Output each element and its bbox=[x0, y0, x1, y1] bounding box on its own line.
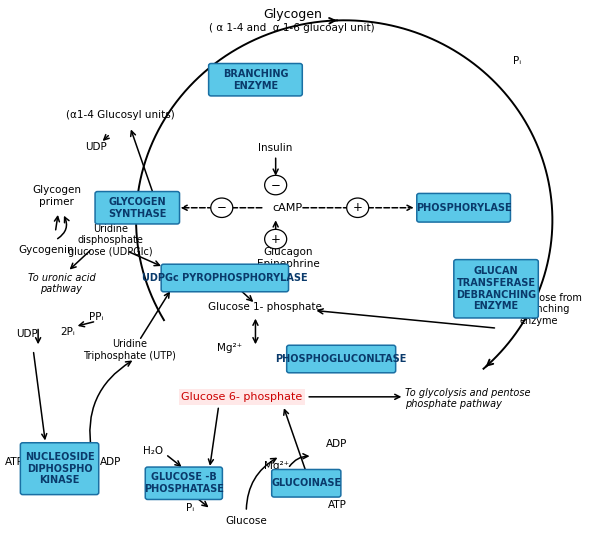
Text: ATP: ATP bbox=[6, 457, 25, 466]
Text: Pᵢ: Pᵢ bbox=[186, 503, 194, 513]
FancyBboxPatch shape bbox=[145, 467, 223, 500]
FancyBboxPatch shape bbox=[161, 264, 288, 292]
FancyBboxPatch shape bbox=[95, 192, 180, 224]
Text: GLYCOGEN
SYNTHASE: GLYCOGEN SYNTHASE bbox=[108, 197, 167, 218]
Text: Mg²⁺: Mg²⁺ bbox=[216, 343, 242, 353]
Text: 2Pᵢ: 2Pᵢ bbox=[60, 327, 75, 337]
Text: GLUCAN
TRANSFERASE
DEBRANCHING
ENZYME: GLUCAN TRANSFERASE DEBRANCHING ENZYME bbox=[456, 267, 536, 311]
Text: ( α 1-4 and  α 1-6 glucoayl unit): ( α 1-4 and α 1-6 glucoayl unit) bbox=[209, 23, 375, 34]
Text: GLUCOSE -B
PHOSPHATASE: GLUCOSE -B PHOSPHATASE bbox=[144, 472, 224, 494]
Text: cAMP: cAMP bbox=[273, 203, 303, 213]
Text: UDPGc PYROPHOSPHORYLASE: UDPGc PYROPHOSPHORYLASE bbox=[142, 273, 308, 283]
Text: Insulin: Insulin bbox=[258, 143, 293, 153]
Text: Glucose 1- phosphate: Glucose 1- phosphate bbox=[208, 301, 322, 312]
Text: UDP: UDP bbox=[85, 142, 107, 152]
Text: H₂O: H₂O bbox=[143, 446, 163, 456]
FancyBboxPatch shape bbox=[272, 470, 341, 497]
Text: PPᵢ: PPᵢ bbox=[89, 312, 103, 323]
Text: PHOSPHORYLASE: PHOSPHORYLASE bbox=[416, 203, 512, 213]
Text: ADP: ADP bbox=[326, 439, 347, 450]
Text: Glycogen: Glycogen bbox=[263, 8, 322, 21]
Text: Glucagon
Epinephrine: Glucagon Epinephrine bbox=[256, 247, 319, 269]
FancyBboxPatch shape bbox=[454, 260, 538, 318]
Text: −: − bbox=[217, 201, 227, 214]
Text: UDP: UDP bbox=[16, 329, 38, 339]
Text: Uridine
disphosphate
glucose (UDPGlc): Uridine disphosphate glucose (UDPGlc) bbox=[68, 224, 153, 257]
Text: ADP: ADP bbox=[100, 457, 121, 466]
Text: To glycolysis and pentose
phosphate pathway: To glycolysis and pentose phosphate path… bbox=[405, 388, 531, 409]
Text: +: + bbox=[271, 232, 280, 245]
Text: ATP: ATP bbox=[327, 500, 346, 510]
Text: Mg²⁺: Mg²⁺ bbox=[264, 461, 290, 471]
Text: Uridine
Triphosphate (UTP): Uridine Triphosphate (UTP) bbox=[84, 339, 177, 361]
Text: BRANCHING
ENZYME: BRANCHING ENZYME bbox=[223, 69, 288, 91]
Text: Gycogenin: Gycogenin bbox=[18, 245, 74, 255]
Text: Glycogen
primer: Glycogen primer bbox=[32, 185, 81, 207]
Circle shape bbox=[264, 175, 287, 195]
Text: NUCLEOSIDE
DIPHOSPHO
KINASE: NUCLEOSIDE DIPHOSPHO KINASE bbox=[25, 452, 94, 485]
Text: PHOSPHOGLUCONLTASE: PHOSPHOGLUCONLTASE bbox=[276, 354, 407, 364]
FancyBboxPatch shape bbox=[287, 345, 395, 373]
Text: GLUCOINASE: GLUCOINASE bbox=[271, 478, 341, 488]
Text: +: + bbox=[353, 201, 363, 214]
FancyBboxPatch shape bbox=[20, 443, 99, 495]
Text: To uronic acid
pathway: To uronic acid pathway bbox=[28, 273, 95, 294]
Circle shape bbox=[264, 229, 287, 249]
Text: (α1-4 Glucosyl units): (α1-4 Glucosyl units) bbox=[66, 110, 175, 120]
Text: Pᵢ: Pᵢ bbox=[513, 56, 521, 66]
Text: Glucose 6- phosphate: Glucose 6- phosphate bbox=[181, 392, 303, 402]
FancyBboxPatch shape bbox=[208, 64, 303, 96]
Circle shape bbox=[347, 198, 369, 218]
FancyBboxPatch shape bbox=[417, 193, 510, 222]
Text: Free glucose from
debranching
enzyme: Free glucose from debranching enzyme bbox=[496, 293, 582, 326]
Text: Glucose: Glucose bbox=[226, 516, 267, 526]
Text: −: − bbox=[271, 179, 280, 192]
Circle shape bbox=[211, 198, 233, 218]
